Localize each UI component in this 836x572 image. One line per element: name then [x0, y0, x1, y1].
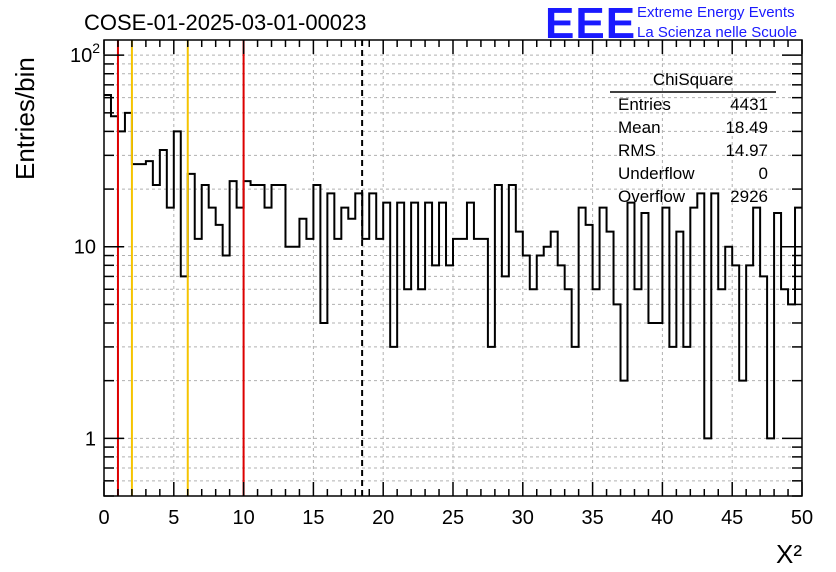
histogram-step-line	[104, 93, 802, 440]
stats-box: ChiSquare Entries 4431 Mean 18.49 RMS 14.97 Und…	[610, 70, 776, 206]
stats-value: 4431	[730, 95, 768, 114]
stats-title: ChiSquare	[653, 70, 733, 89]
y-tick-label: 10	[74, 237, 96, 259]
x-tick-label: 20	[372, 507, 394, 529]
stats-label: Underflow	[618, 164, 695, 183]
x-tick-label: 15	[302, 507, 324, 529]
x-axis-title: X²	[776, 539, 802, 569]
x-tick-label: 30	[512, 507, 534, 529]
stats-label: Overflow	[618, 187, 686, 206]
stats-value: 2926	[730, 187, 768, 206]
stats-value: 18.49	[725, 118, 768, 137]
y-axis-title: Entries/bin	[10, 57, 40, 180]
logo-subtitle-line1: Extreme Energy Events	[637, 4, 795, 21]
x-tick-label: 5	[168, 507, 179, 529]
x-tick-label: 10	[232, 507, 254, 529]
reference-lines	[116, 40, 364, 496]
histogram-series	[104, 93, 802, 440]
stats-label: RMS	[618, 141, 656, 160]
y-tick-label: 102	[70, 40, 100, 67]
grid-lines	[104, 40, 802, 496]
x-tick-label: 40	[651, 507, 673, 529]
x-tick-label: 45	[721, 507, 743, 529]
stats-value: 14.97	[725, 141, 768, 160]
y-tick-label: 1	[85, 428, 96, 450]
stats-label: Mean	[618, 118, 661, 137]
eee-logo: EEE	[545, 0, 637, 48]
stats-label: Entries	[618, 95, 671, 114]
chart-title: COSE-01-2025-03-01-00023	[84, 10, 367, 35]
x-tick-label: 35	[581, 507, 603, 529]
x-tick-label: 50	[791, 507, 813, 529]
x-tick-label: 25	[442, 507, 464, 529]
axes: 0 5 10 15 20 25 30 35 40 45 50 1 10 102	[70, 39, 813, 529]
stats-value: 0	[759, 164, 768, 183]
logo-subtitle-line2: La Scienza nelle Scuole	[637, 24, 798, 41]
x-tick-label: 0	[98, 507, 109, 529]
